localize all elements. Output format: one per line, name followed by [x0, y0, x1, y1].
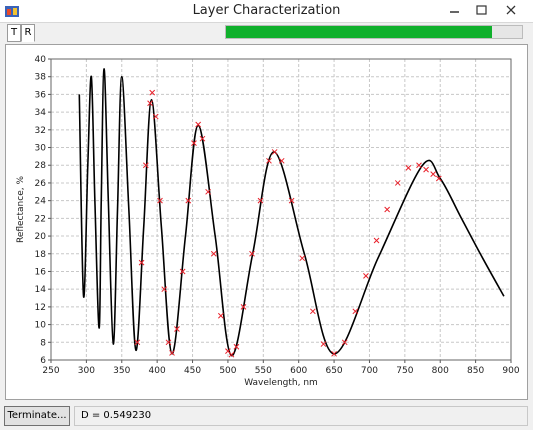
- data-point: [394, 180, 401, 186]
- data-point: [341, 339, 348, 346]
- data-point: [423, 166, 429, 173]
- tab[interactable]: T: [7, 24, 21, 42]
- tab[interactable]: R: [21, 24, 35, 42]
- x-tick-label: 600: [290, 366, 307, 376]
- data-point: [147, 100, 153, 107]
- y-tick-label: 22: [35, 214, 46, 224]
- y-tick-label: 20: [35, 232, 47, 242]
- y-tick-label: 14: [35, 285, 47, 295]
- data-point: [384, 206, 391, 213]
- y-tick-label: 24: [35, 197, 47, 207]
- x-tick-label: 300: [78, 366, 95, 376]
- data-point: [435, 175, 442, 182]
- data-point: [152, 113, 159, 120]
- data-point: [149, 89, 156, 96]
- data-point: [134, 339, 141, 346]
- data-point: [278, 157, 285, 164]
- data-point: [288, 197, 295, 204]
- status-text: D = 0.549230: [74, 406, 528, 426]
- y-tick-label: 12: [35, 303, 46, 313]
- y-tick-label: 32: [35, 126, 46, 136]
- y-tick-label: 10: [35, 321, 47, 331]
- data-point: [210, 250, 217, 257]
- x-tick-label: 650: [325, 366, 342, 376]
- app-icon: [5, 6, 19, 17]
- data-point: [416, 162, 422, 169]
- data-point: [271, 149, 278, 155]
- data-line: [78, 67, 505, 357]
- data-point: [199, 135, 206, 142]
- y-tick-label: 36: [35, 90, 47, 100]
- data-point: [195, 121, 202, 128]
- y-axis-label: Reflectance, %: [16, 176, 26, 243]
- terminate-button[interactable]: Terminate...: [4, 406, 70, 426]
- window-controls[interactable]: [440, 0, 533, 22]
- x-axis-label: Wavelength, nm: [244, 378, 318, 388]
- data-point: [299, 255, 306, 262]
- data-point: [331, 350, 337, 357]
- title-bar: Layer Characterization: [0, 0, 533, 23]
- data-point: [373, 237, 380, 244]
- progress-bar: [225, 25, 523, 39]
- data-point: [249, 250, 255, 257]
- data-point: [363, 273, 369, 279]
- x-tick-label: 450: [184, 366, 201, 376]
- data-point: [430, 171, 437, 177]
- data-point: [157, 197, 163, 204]
- data-point: [161, 286, 168, 293]
- y-tick-label: 18: [35, 250, 47, 260]
- y-tick-label: 38: [35, 73, 47, 83]
- data-point: [165, 339, 172, 346]
- x-tick-label: 350: [113, 366, 130, 376]
- data-point: [233, 343, 240, 350]
- data-point: [191, 140, 197, 146]
- y-tick-label: 6: [40, 356, 46, 366]
- data-point: [240, 304, 247, 310]
- x-tick-label: 900: [502, 366, 519, 376]
- y-tick-label: 30: [35, 144, 47, 154]
- x-tick-label: 400: [149, 366, 166, 376]
- y-tick-label: 16: [35, 267, 47, 277]
- y-tick-label: 26: [35, 179, 47, 189]
- data-point: [266, 157, 272, 164]
- progress-fill: [226, 26, 493, 38]
- x-tick-label: 700: [361, 366, 378, 376]
- data-point: [405, 165, 412, 171]
- data-point: [179, 268, 186, 275]
- data-point: [185, 197, 192, 204]
- y-tick-label: 40: [35, 55, 47, 65]
- data-point: [309, 308, 316, 315]
- data-point: [320, 341, 327, 347]
- y-tick-label: 8: [40, 338, 46, 348]
- x-tick-label: 800: [432, 366, 449, 376]
- y-tick-label: 34: [35, 108, 47, 118]
- chart-panel: 6 8 10 12 14 16 18 20 22 24 26 28 30 32 34 36 38 40 250 300…: [5, 44, 528, 400]
- x-tick-label: 750: [396, 366, 413, 376]
- chart: 6 8 10 12 14 16 18 20 22 24 26 28 30 32 34 36 38 40 250 300…: [16, 55, 520, 388]
- data-point: [217, 312, 224, 319]
- data-point: [228, 351, 235, 358]
- data-point: [205, 188, 211, 195]
- data-point: [174, 326, 180, 332]
- data-point: [352, 308, 359, 315]
- x-tick-label: 250: [42, 366, 59, 376]
- data-point: [142, 162, 149, 169]
- data-point: [138, 259, 145, 266]
- window-title: Layer Characterization: [192, 3, 341, 18]
- plot-frame: [50, 58, 512, 361]
- y-tick-label: 28: [35, 161, 47, 171]
- data-point: [257, 197, 264, 204]
- x-tick-label: 850: [467, 366, 484, 376]
- x-tick-label: 550: [255, 366, 272, 376]
- data-point: [169, 350, 175, 356]
- x-tick-label: 500: [219, 366, 236, 376]
